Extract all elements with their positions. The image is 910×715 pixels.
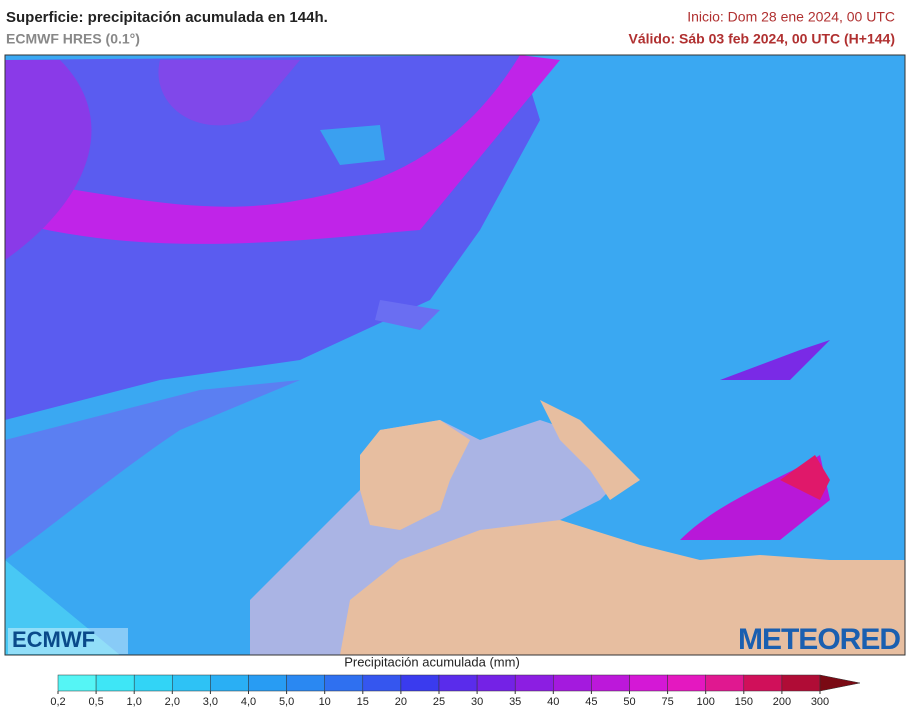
tick-label: 5,0 <box>279 696 294 708</box>
tick-label: 75 <box>661 696 673 708</box>
tick-label: 150 <box>735 696 753 708</box>
color-box <box>476 674 516 692</box>
tick-label: 15 <box>357 696 369 708</box>
color-box <box>553 674 592 692</box>
color-box <box>705 674 745 692</box>
tick-label: 30 <box>471 696 483 708</box>
valid-time: Válido: Sáb 03 feb 2024, 00 UTC (H+144) <box>629 31 896 47</box>
color-box <box>210 674 249 692</box>
tick-label: 10 <box>319 696 331 708</box>
color-box <box>400 674 440 692</box>
colorbar: 0,2 0,5 1,0 2,0 3,0 4,0 5,0 10 15 20 25 30 35 40 45 50 7… <box>50 674 861 708</box>
tick-label: 40 <box>547 696 559 708</box>
color-box <box>743 674 783 692</box>
tick-label: 0,2 <box>50 696 65 708</box>
colorbar-arrow <box>819 674 861 692</box>
meteored-logo: METEORED <box>738 623 900 656</box>
tick-label: 45 <box>585 696 597 708</box>
legend-title: Precipitación acumulada (mm) <box>344 654 520 669</box>
tick-label: 2,0 <box>165 696 180 708</box>
tick-label: 300 <box>811 696 829 708</box>
tick-label: 0,5 <box>88 696 103 708</box>
color-box <box>95 674 135 692</box>
color-box <box>172 674 211 692</box>
subtitle: ECMWF HRES (0.1°) <box>6 31 140 47</box>
color-box <box>629 674 668 692</box>
init-time: Inicio: Dom 28 ene 2024, 00 UTC <box>687 9 895 25</box>
color-box <box>248 674 287 692</box>
tick-label: 100 <box>697 696 715 708</box>
color-box <box>286 674 325 692</box>
title: Superficie: precipitación acumulada en 1… <box>6 9 328 26</box>
color-box <box>133 674 173 692</box>
color-box <box>57 674 97 692</box>
tick-label: 50 <box>623 696 635 708</box>
tick-label: 200 <box>773 696 791 708</box>
color-box <box>362 674 402 692</box>
color-box <box>324 674 364 692</box>
tick-label: 25 <box>433 696 445 708</box>
color-box <box>781 674 821 692</box>
color-box <box>591 674 630 692</box>
tick-label: 35 <box>509 696 521 708</box>
color-box <box>667 674 706 692</box>
map: ECMWF METEORED <box>4 54 906 656</box>
color-box <box>438 674 478 692</box>
color-box <box>514 674 554 692</box>
tick-label: 4,0 <box>241 696 256 708</box>
tick-label: 3,0 <box>203 696 218 708</box>
tick-label: 1,0 <box>127 696 142 708</box>
tick-label: 20 <box>395 696 407 708</box>
ecmwf-logo: ECMWF <box>12 627 95 652</box>
